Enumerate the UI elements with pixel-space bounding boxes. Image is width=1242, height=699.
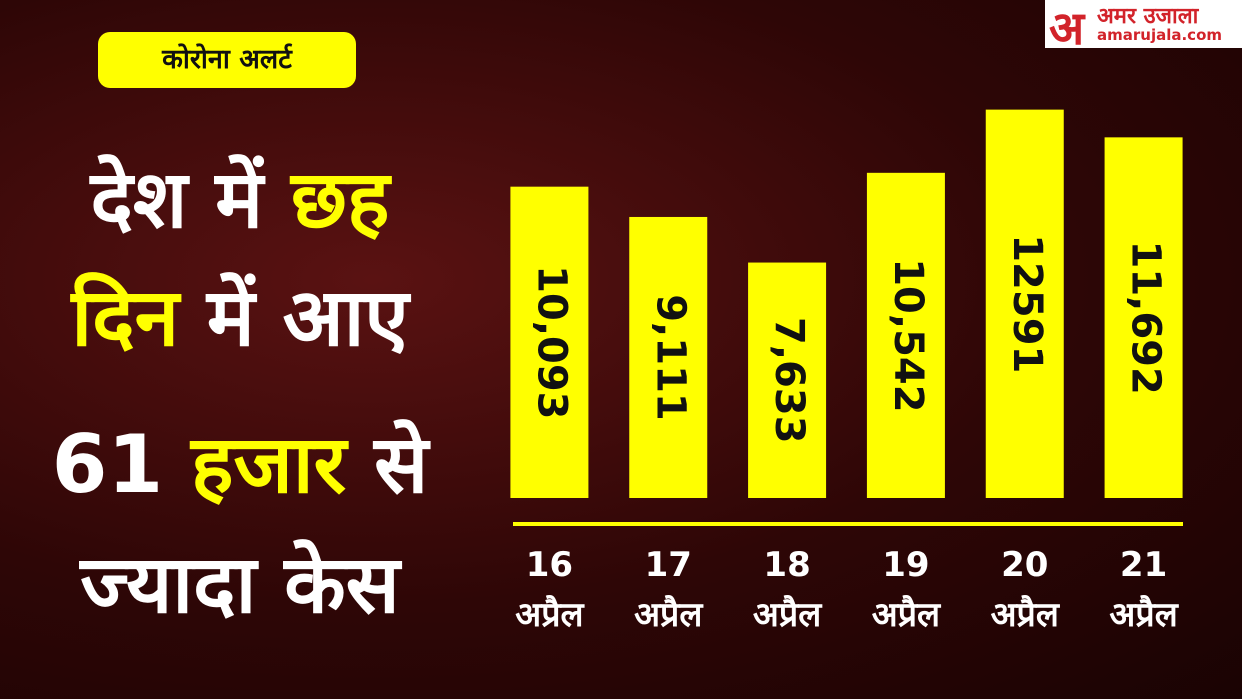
- logo-mark: अ: [1049, 1, 1085, 55]
- headline-line: ज्यादा केस: [20, 535, 460, 635]
- headline-segment: हजार: [190, 418, 347, 511]
- value-label: 10,093: [528, 265, 574, 419]
- headline-line: देश में छह: [20, 150, 460, 250]
- headline-line: 61 हजार से: [20, 415, 460, 515]
- headline-segment: देश में: [90, 153, 291, 246]
- x-tick-label: 16 अप्रैल: [515, 545, 584, 635]
- logo-site: amarujala.com: [1097, 26, 1223, 44]
- x-tick-label: 21 अप्रैल: [1109, 545, 1178, 635]
- logo: अ अमर उजाला amarujala.com: [1045, 0, 1242, 55]
- headline-line: दिन में आए: [20, 268, 460, 368]
- value-label: 10,542: [885, 258, 931, 412]
- bar: [629, 216, 708, 498]
- bar: [866, 172, 945, 499]
- badge: कोरोना अलर्ट: [98, 32, 356, 88]
- bar: [1104, 137, 1183, 498]
- headline-segment: दिन: [71, 271, 180, 364]
- headline-segment: छह: [290, 153, 390, 246]
- bar: [985, 109, 1064, 498]
- x-tick-label: 18 अप्रैल: [752, 545, 822, 635]
- value-label: 7,633: [766, 317, 812, 444]
- x-tick-label: 17 अप्रैल: [634, 545, 703, 635]
- bar: [748, 262, 827, 498]
- logo-name: अमर उजाला: [1097, 4, 1199, 29]
- x-tick-label: 19 अप्रैल: [871, 545, 941, 635]
- headline-segment: से: [346, 418, 429, 511]
- bar: [510, 186, 589, 498]
- headline-segment: ज्यादा केस: [80, 538, 400, 631]
- headline-segment: 61: [51, 418, 191, 511]
- value-label: 11,692: [1123, 240, 1169, 394]
- headline-segment: में आए: [179, 271, 409, 364]
- x-tick-label: 20 अप्रैल: [990, 545, 1059, 635]
- value-label: 9,111: [647, 294, 693, 421]
- value-label: 12591: [1004, 234, 1050, 373]
